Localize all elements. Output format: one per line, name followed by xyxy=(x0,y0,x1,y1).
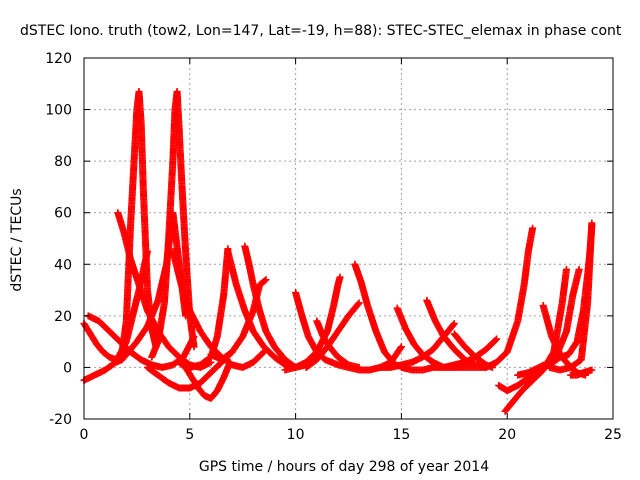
series-arc-ac xyxy=(514,265,583,379)
series-arc-ag xyxy=(567,366,596,379)
point-arc-g-end xyxy=(182,312,190,320)
x-axis-label: GPS time / hours of day 298 of year 2014 xyxy=(199,459,489,475)
y-tick-label-2: 20 xyxy=(54,309,72,325)
y-tick-label-5: 80 xyxy=(54,154,72,170)
y-tick-label-1: 0 xyxy=(63,360,72,376)
point-arc-z-end xyxy=(529,224,537,232)
series-arc-w xyxy=(423,296,490,371)
y-tick-label-4: 60 xyxy=(54,206,72,222)
x-tick-label-1: 5 xyxy=(185,427,194,443)
x-tick-label-0: 0 xyxy=(80,427,89,443)
point-arc-v-end xyxy=(450,320,458,328)
x-tick-label-3: 15 xyxy=(392,427,410,443)
series-arc-af xyxy=(556,222,596,361)
x-tick-label-5: 25 xyxy=(604,427,622,443)
point-arc-q-end xyxy=(355,299,363,307)
point-arc-v-6-10 xyxy=(449,321,457,329)
point-arc-o-end xyxy=(336,273,344,281)
point-arc-ab-end xyxy=(562,265,570,273)
point-arc-d-end xyxy=(143,247,151,255)
y-tick-label-3: 40 xyxy=(54,257,72,273)
point-arc-l-end xyxy=(262,276,270,284)
y-tick-label-7: 120 xyxy=(45,51,72,67)
series-arc-a xyxy=(80,144,139,364)
series-arc-n xyxy=(241,242,300,371)
axes: 0 5 10 15 20 25 -20 0 20 40 60 80 100 120 xyxy=(45,51,622,443)
point-arc-ac-end xyxy=(575,265,583,273)
x-tick-label-2: 10 xyxy=(287,427,305,443)
series-arc-q xyxy=(302,299,363,371)
point-arc-q-4-10 xyxy=(354,300,362,308)
series-arc-i xyxy=(175,358,234,402)
point-arc-e-end xyxy=(190,332,198,340)
series-arc-z xyxy=(450,224,537,371)
series-arc-k xyxy=(186,245,232,371)
point-arc-x-end xyxy=(493,335,501,343)
chart-title: dSTEC Iono. truth (tow2, Lon=147, Lat=-1… xyxy=(20,23,622,39)
y-tick-label-6: 100 xyxy=(45,103,72,119)
point-arc-t-end xyxy=(397,343,405,351)
point-arc-l-5-5 xyxy=(261,277,269,285)
y-tick-label-0: -20 xyxy=(49,412,72,428)
y-axis-label: dSTEC / TECUs xyxy=(9,188,25,291)
data-marks xyxy=(80,88,596,415)
x-tick-label-4: 20 xyxy=(498,427,516,443)
series-arc-p xyxy=(292,289,352,371)
plot-frame xyxy=(83,57,614,420)
point-arc-j-8-9 xyxy=(259,349,267,357)
series-arc-g xyxy=(112,209,190,366)
point-arc-x-8-9 xyxy=(492,336,500,344)
point-arc-ag-end xyxy=(588,366,596,374)
point-arc-af-end xyxy=(588,222,596,230)
point-arc-t-4-11 xyxy=(397,344,405,352)
series-arc-o xyxy=(281,273,344,374)
